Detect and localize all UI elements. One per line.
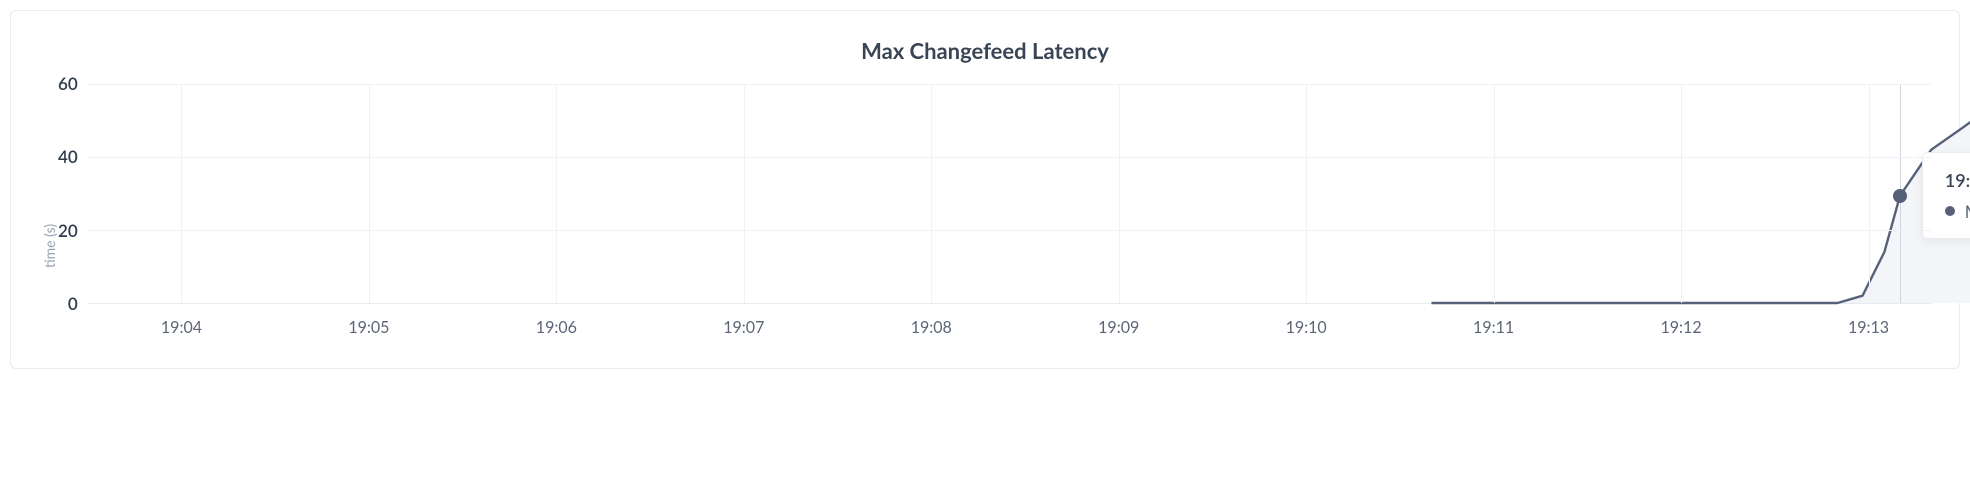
chart-title: Max Changefeed Latency bbox=[39, 37, 1931, 64]
gridline-h bbox=[88, 157, 1931, 158]
gridline-h bbox=[88, 84, 1931, 85]
x-tick: 19:08 bbox=[911, 318, 952, 337]
y-axis-ticks: 6040200 bbox=[58, 84, 88, 304]
plot-column: 19:09:50 on Mar 28th, 2019 Max Changefee… bbox=[88, 84, 1931, 348]
chart-body: time (s) 6040200 19:09:50 on Mar 28th, 2… bbox=[39, 84, 1931, 348]
gridline-v bbox=[181, 84, 182, 303]
plot-area[interactable]: 19:09:50 on Mar 28th, 2019 Max Changefee… bbox=[88, 84, 1931, 304]
gridline-v bbox=[744, 84, 745, 303]
tooltip-dot-icon bbox=[1945, 206, 1955, 216]
gridline-v bbox=[1494, 84, 1495, 303]
x-axis: 19:04 19:05 19:06 19:07 19:08 19:09 19:10 19:11… bbox=[88, 314, 1931, 348]
y-axis-label: time (s) bbox=[39, 84, 58, 348]
tooltip: 19:09:50 on Mar 28th, 2019 Max Changefee… bbox=[1922, 152, 1970, 239]
chart-card: Max Changefeed Latency time (s) 6040200 … bbox=[10, 10, 1960, 369]
x-tick: 19:07 bbox=[723, 318, 764, 337]
line-series bbox=[88, 84, 1931, 303]
gridline-v bbox=[1869, 84, 1870, 303]
x-tick: 19:13 bbox=[1848, 318, 1889, 337]
x-tick: 19:04 bbox=[161, 318, 202, 337]
tooltip-time: 19:09:50 bbox=[1945, 169, 1970, 191]
x-tick: 19:09 bbox=[1098, 318, 1139, 337]
gridline-v bbox=[369, 84, 370, 303]
gridline-v bbox=[1119, 84, 1120, 303]
x-tick: 19:12 bbox=[1661, 318, 1702, 337]
x-tick: 19:10 bbox=[1286, 318, 1327, 337]
tooltip-series-label: Max Changefeed Latency bbox=[1965, 201, 1970, 222]
x-tick: 19:05 bbox=[348, 318, 389, 337]
x-tick: 19:06 bbox=[536, 318, 577, 337]
gridline-v bbox=[1681, 84, 1682, 303]
gridline-v bbox=[556, 84, 557, 303]
x-tick: 19:11 bbox=[1473, 318, 1514, 337]
gridline-h bbox=[88, 230, 1931, 231]
gridline-v bbox=[931, 84, 932, 303]
tooltip-row: Max Changefeed Latency 29.4 s bbox=[1945, 201, 1970, 222]
hover-marker bbox=[1893, 189, 1907, 203]
tooltip-header: 19:09:50 on Mar 28th, 2019 bbox=[1945, 169, 1970, 191]
gridline-v bbox=[1306, 84, 1307, 303]
